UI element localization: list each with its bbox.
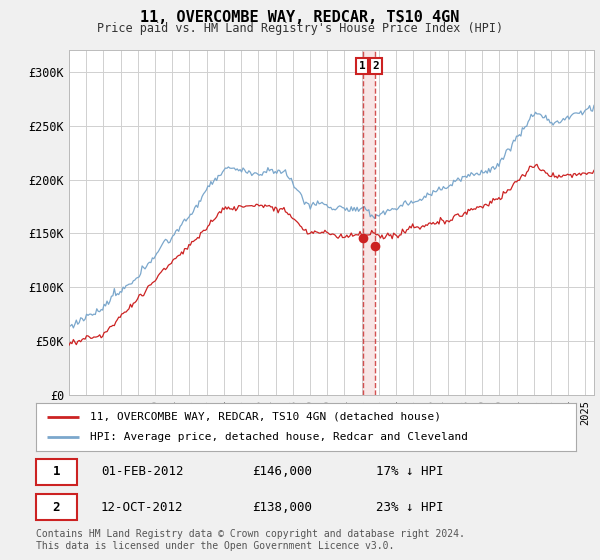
FancyBboxPatch shape (36, 494, 77, 520)
Text: Price paid vs. HM Land Registry's House Price Index (HPI): Price paid vs. HM Land Registry's House … (97, 22, 503, 35)
Text: 2: 2 (53, 501, 60, 514)
Text: 11, OVERCOMBE WAY, REDCAR, TS10 4GN (detached house): 11, OVERCOMBE WAY, REDCAR, TS10 4GN (det… (90, 412, 441, 422)
Text: £138,000: £138,000 (252, 501, 312, 514)
Text: 23% ↓ HPI: 23% ↓ HPI (376, 501, 444, 514)
Text: 1: 1 (53, 465, 60, 478)
Text: 2: 2 (373, 61, 379, 71)
Text: 12-OCT-2012: 12-OCT-2012 (101, 501, 184, 514)
Text: £146,000: £146,000 (252, 465, 312, 478)
Bar (363, 50, 375, 395)
Text: 1: 1 (359, 61, 365, 71)
Text: Contains HM Land Registry data © Crown copyright and database right 2024.
This d: Contains HM Land Registry data © Crown c… (36, 529, 465, 551)
Text: 11, OVERCOMBE WAY, REDCAR, TS10 4GN: 11, OVERCOMBE WAY, REDCAR, TS10 4GN (140, 10, 460, 25)
FancyBboxPatch shape (36, 459, 77, 485)
Text: 01-FEB-2012: 01-FEB-2012 (101, 465, 184, 478)
Text: HPI: Average price, detached house, Redcar and Cleveland: HPI: Average price, detached house, Redc… (90, 432, 468, 442)
Text: 17% ↓ HPI: 17% ↓ HPI (376, 465, 444, 478)
